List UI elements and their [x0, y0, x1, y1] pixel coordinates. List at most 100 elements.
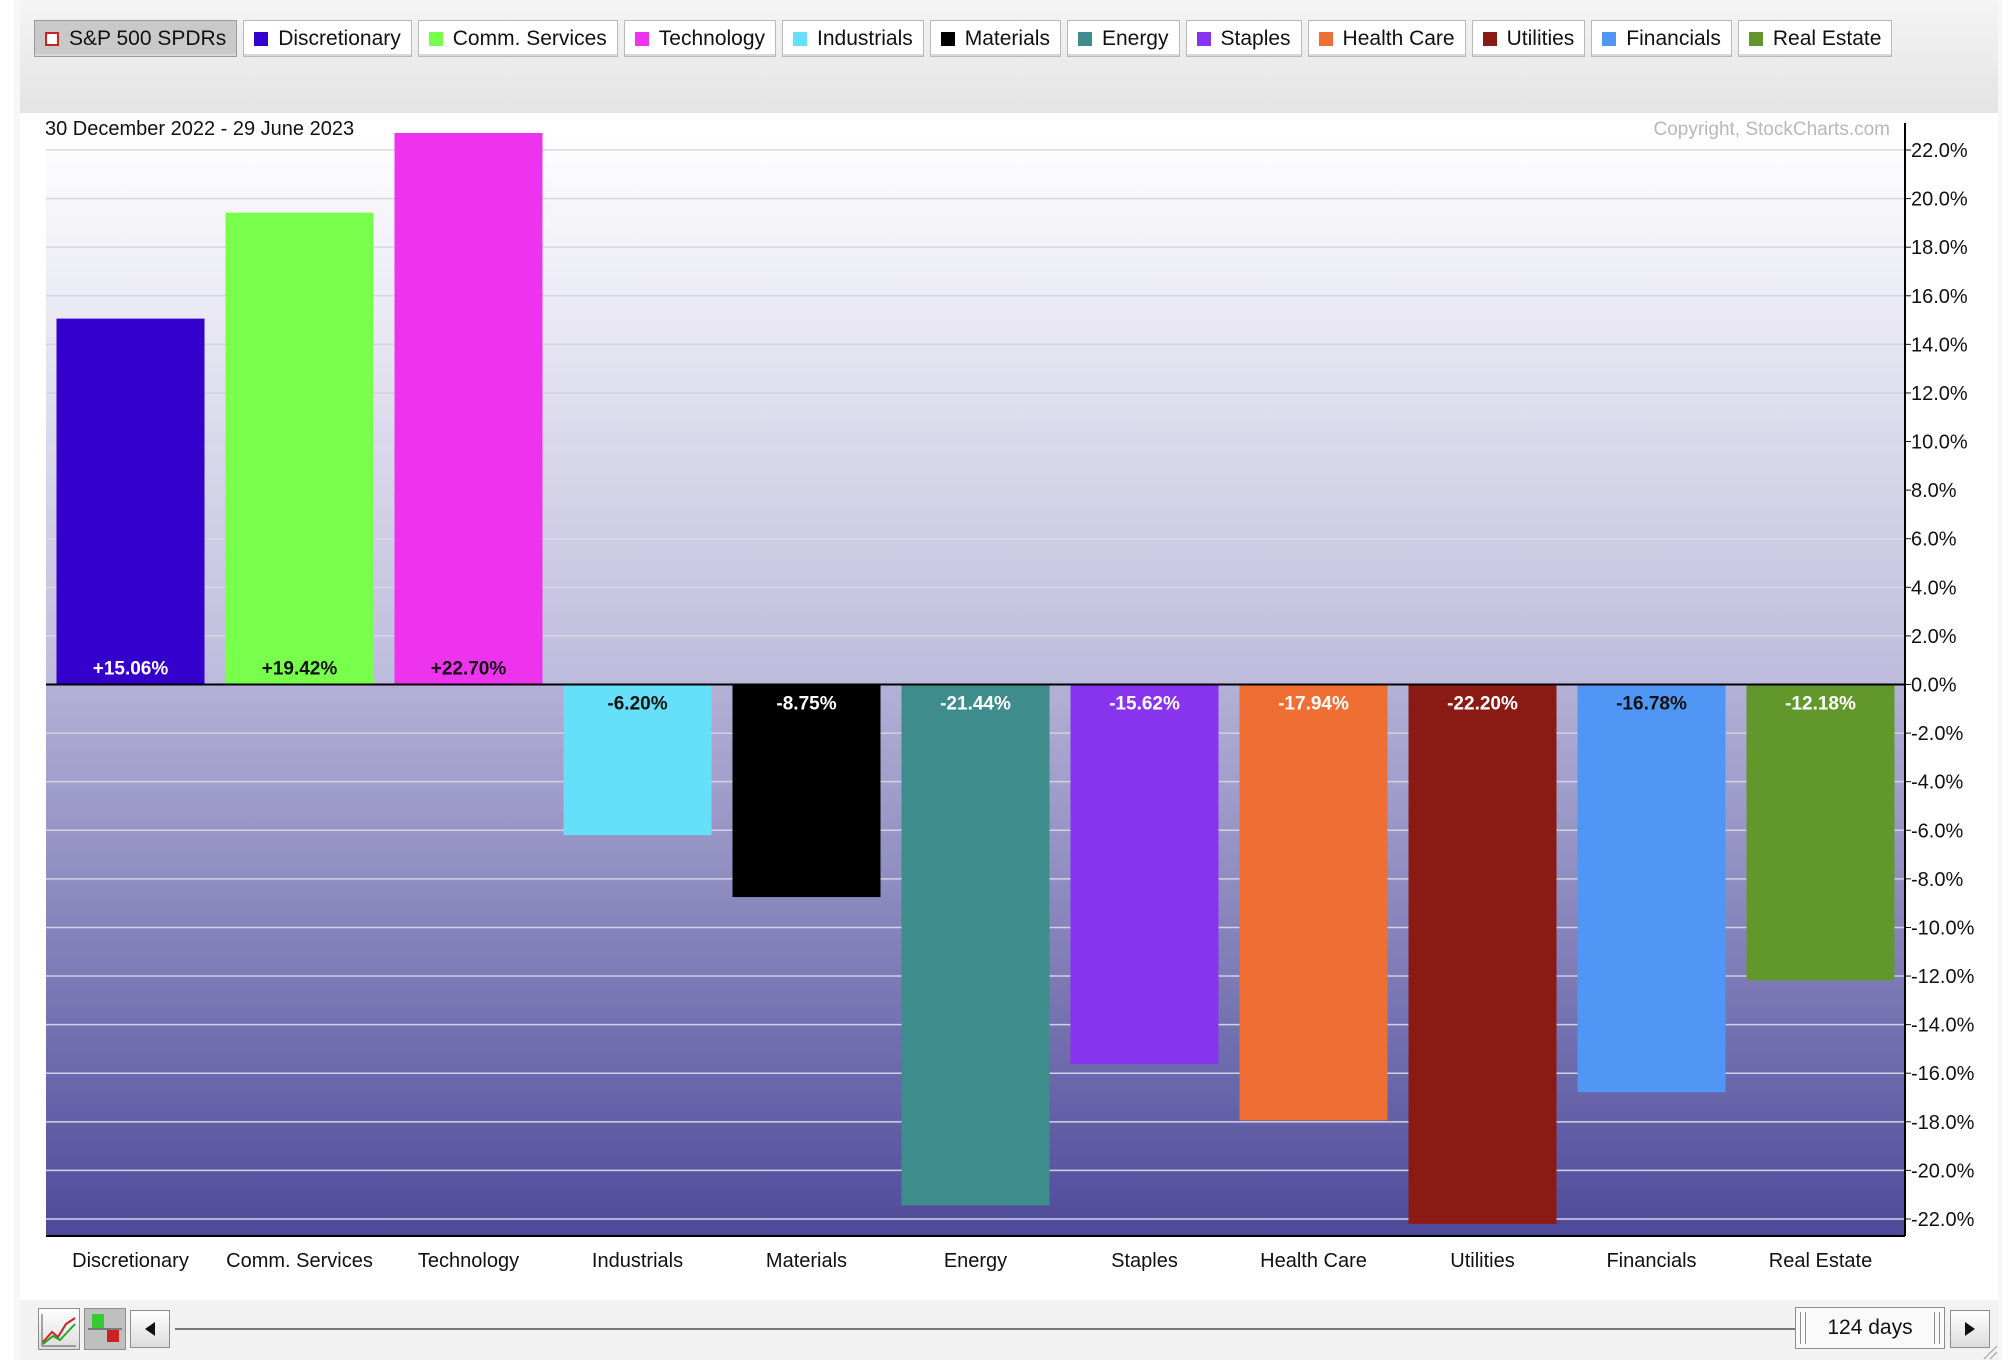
- line-chart-mode-button[interactable]: [38, 1308, 80, 1350]
- legend-swatch: [1196, 31, 1211, 46]
- y-tick-label: 10.0%: [1911, 432, 1968, 454]
- resize-grip-icon[interactable]: [1980, 1342, 1998, 1360]
- bar-value-label: -6.20%: [607, 694, 667, 715]
- legend-toolbar: S&P 500 SPDRs Discretionary Comm. Services…: [20, 0, 1998, 113]
- legend-label: Materials: [964, 26, 1050, 50]
- x-tick-label: Health Care: [1260, 1250, 1367, 1272]
- line-chart-icon: [41, 1314, 76, 1347]
- legend-swatch: [634, 31, 649, 46]
- bar-chart-mode-button[interactable]: [84, 1308, 126, 1350]
- legend-label: Energy: [1101, 26, 1169, 50]
- legend-label: Real Estate: [1772, 26, 1882, 50]
- scroll-left-button[interactable]: [130, 1310, 170, 1348]
- y-tick-label: 16.0%: [1911, 286, 1968, 308]
- legend-swatch: [1482, 31, 1497, 46]
- y-tick-label: -8.0%: [1911, 869, 1963, 891]
- legend-swatch: [45, 31, 59, 46]
- legend-item-8[interactable]: Health Care: [1307, 20, 1466, 57]
- legend-swatch: [1748, 31, 1763, 46]
- bar-discretionary[interactable]: [56, 318, 205, 685]
- y-tick-label: 12.0%: [1911, 383, 1968, 405]
- legend-item-0[interactable]: S&P 500 SPDRs: [34, 20, 238, 57]
- bar-value-label: -17.94%: [1278, 694, 1349, 715]
- legend-label: Staples: [1220, 26, 1291, 50]
- y-tick-label: 4.0%: [1911, 577, 1957, 599]
- bar-value-label: -16.78%: [1616, 694, 1687, 715]
- legend-item-2[interactable]: Comm. Services: [417, 20, 618, 57]
- x-tick-label: Industrials: [592, 1250, 683, 1272]
- bars: +15.06% +19.42% +22.70% -6.20% -8.75% -21.44%…: [56, 133, 1895, 1224]
- legend-item-9[interactable]: Utilities: [1471, 20, 1586, 57]
- legend-item-11[interactable]: Real Estate: [1737, 20, 1893, 57]
- bar-comm-services[interactable]: [225, 212, 374, 685]
- y-tick-label: 8.0%: [1911, 480, 1957, 502]
- bar-energy[interactable]: [901, 684, 1050, 1206]
- bar-financials[interactable]: [1577, 684, 1726, 1093]
- bar-utilities[interactable]: [1408, 684, 1557, 1224]
- legend-item-10[interactable]: Financials: [1591, 20, 1732, 57]
- days-range-handle[interactable]: 124 days: [1795, 1307, 1945, 1349]
- legend-swatch: [254, 31, 269, 46]
- date-range-slider[interactable]: [175, 1328, 1800, 1330]
- x-tick-label: Energy: [944, 1250, 1007, 1272]
- legend-label: Health Care: [1342, 26, 1455, 50]
- x-tick-label: Financials: [1606, 1250, 1696, 1272]
- legend-label: Industrials: [817, 26, 913, 50]
- scroll-right-button[interactable]: [1950, 1310, 1990, 1348]
- y-tick-label: 2.0%: [1911, 626, 1957, 648]
- bar-health-care[interactable]: [1239, 684, 1388, 1121]
- arrow-right-icon: [1965, 1322, 1975, 1336]
- legend-swatch: [940, 31, 955, 46]
- legend: S&P 500 SPDRs Discretionary Comm. Services…: [34, 20, 1893, 61]
- sector-performance-chart: +15.06% +19.42% +22.70% -6.20% -8.75% -21.44%…: [45, 118, 1975, 1272]
- legend-swatch: [793, 31, 808, 46]
- x-tick-label: Real Estate: [1769, 1250, 1872, 1272]
- bar-chart-icon: [88, 1314, 122, 1342]
- y-tick-label: 0.0%: [1911, 675, 1957, 697]
- bar-value-label: -8.75%: [776, 694, 836, 715]
- bar-value-label: +15.06%: [93, 659, 169, 680]
- y-tick-label: -6.0%: [1911, 820, 1963, 842]
- x-tick-label: Staples: [1111, 1250, 1178, 1272]
- legend-label: Discretionary: [278, 26, 401, 50]
- arrow-left-icon: [145, 1322, 155, 1336]
- y-tick-label: -22.0%: [1911, 1209, 1975, 1231]
- bar-value-label: -21.44%: [940, 694, 1011, 715]
- y-tick-label: -16.0%: [1911, 1063, 1975, 1085]
- perfchart-app: S&P 500 SPDRs Discretionary Comm. Services…: [14, 0, 2002, 1360]
- y-tick-label: -20.0%: [1911, 1160, 1975, 1182]
- y-tick-label: -12.0%: [1911, 966, 1975, 988]
- legend-label: S&P 500 SPDRs: [69, 26, 227, 50]
- legend-item-4[interactable]: Industrials: [782, 20, 924, 57]
- x-tick-label: Technology: [418, 1250, 519, 1272]
- x-tick-label: Comm. Services: [226, 1250, 373, 1272]
- bar-value-label: -15.62%: [1109, 694, 1180, 715]
- bar-real-estate[interactable]: [1746, 684, 1895, 981]
- legend-item-6[interactable]: Energy: [1066, 20, 1180, 57]
- copyright-label: Copyright, StockCharts.com: [1653, 119, 1890, 140]
- y-tick-label: -18.0%: [1911, 1112, 1975, 1134]
- bar-materials[interactable]: [732, 684, 881, 898]
- x-tick-label: Materials: [766, 1250, 847, 1272]
- legend-swatch: [1602, 31, 1617, 46]
- legend-label: Financials: [1626, 26, 1721, 50]
- bar-value-label: +22.70%: [431, 659, 507, 680]
- bar-technology[interactable]: [394, 133, 543, 685]
- legend-swatch: [428, 31, 443, 46]
- y-tick-label: 14.0%: [1911, 334, 1968, 356]
- legend-label: Comm. Services: [452, 26, 607, 50]
- y-tick-label: -2.0%: [1911, 723, 1963, 745]
- y-tick-label: 20.0%: [1911, 189, 1968, 211]
- legend-item-7[interactable]: Staples: [1185, 20, 1302, 57]
- legend-item-5[interactable]: Materials: [929, 20, 1061, 57]
- legend-swatch: [1318, 31, 1333, 46]
- bar-industrials[interactable]: [563, 684, 712, 836]
- legend-item-3[interactable]: Technology: [623, 20, 777, 57]
- bar-value-label: -22.20%: [1447, 694, 1518, 715]
- chart-panel: +15.06% +19.42% +22.70% -6.20% -8.75% -21.44%…: [20, 113, 1998, 1300]
- legend-label: Technology: [658, 26, 766, 50]
- y-tick-label: -10.0%: [1911, 917, 1975, 939]
- bar-staples[interactable]: [1070, 684, 1219, 1064]
- legend-item-1[interactable]: Discretionary: [243, 20, 412, 57]
- bottom-toolbar: 124 days: [20, 1300, 1998, 1360]
